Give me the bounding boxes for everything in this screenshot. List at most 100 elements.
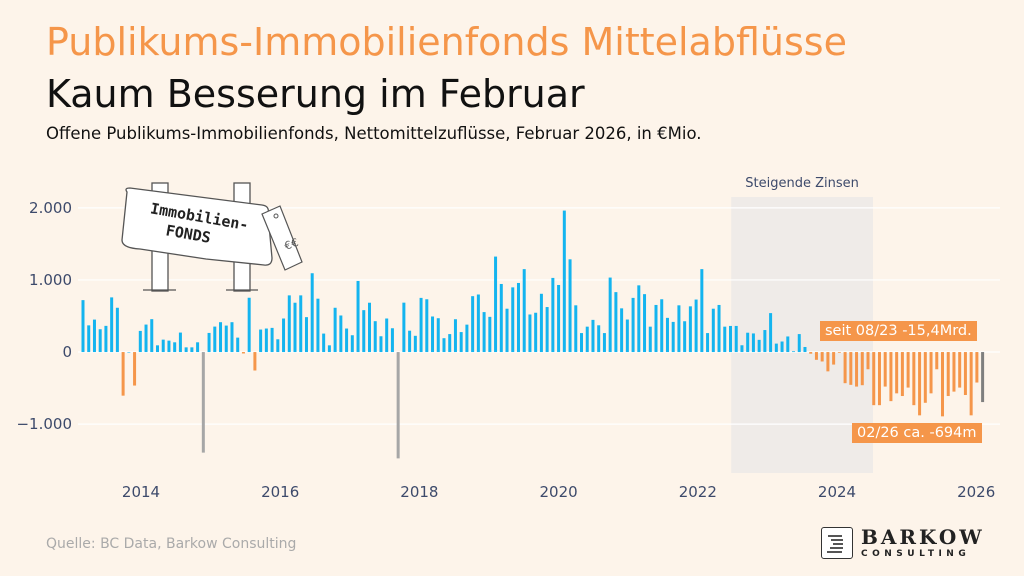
bar: [780, 341, 784, 353]
bar: [860, 352, 864, 386]
bar: [408, 330, 412, 353]
bar: [247, 297, 251, 353]
bar: [539, 293, 543, 353]
bar: [385, 318, 389, 353]
bar: [711, 308, 715, 353]
bar: [144, 324, 148, 353]
bar: [728, 325, 732, 353]
bar: [482, 312, 486, 353]
bar: [161, 339, 165, 353]
chart-subtitle: Kaum Besserung im Februar: [46, 72, 585, 116]
bar: [620, 308, 624, 353]
bar: [436, 318, 440, 353]
bar: [654, 304, 658, 353]
bar: [253, 352, 257, 371]
bar: [528, 314, 532, 353]
bar: [551, 277, 555, 353]
bar: [929, 352, 933, 394]
bar: [614, 292, 618, 353]
bar: [511, 287, 515, 353]
bar: [87, 325, 91, 353]
bar: [488, 316, 492, 353]
bar: [276, 339, 280, 353]
barkow-logo: BARKOW CONSULTING: [821, 527, 985, 559]
bar: [683, 321, 687, 353]
bar: [608, 277, 612, 353]
bar: [282, 318, 286, 353]
bar: [849, 352, 853, 385]
bar: [155, 345, 159, 353]
annotation-cumulative-outflow: seit 08/23 -15,4Mrd.: [820, 321, 977, 341]
price-tag-icon: [261, 205, 303, 271]
logo-subtitle: CONSULTING: [861, 549, 971, 559]
bar: [522, 269, 526, 353]
bar: [941, 352, 944, 417]
bar: [660, 299, 664, 353]
x-tick-label: 2024: [818, 483, 856, 501]
bar: [740, 345, 744, 353]
bar: [832, 352, 836, 365]
bar: [121, 352, 125, 396]
bar: [345, 328, 349, 353]
bar: [465, 324, 469, 353]
bar: [287, 295, 291, 353]
bar: [442, 338, 446, 353]
y-tick-label: 0: [62, 343, 72, 361]
bar: [631, 297, 635, 353]
bar: [774, 343, 778, 353]
bar: [419, 297, 423, 353]
shaded-region-label: Steigende Zinsen: [745, 176, 859, 191]
x-tick-label: 2018: [400, 483, 438, 501]
bar: [133, 352, 137, 386]
bar: [304, 317, 308, 353]
bar: [219, 322, 223, 353]
svg-text:€€: €€: [283, 236, 301, 253]
bar: [213, 326, 217, 353]
bar: [241, 352, 245, 354]
bar: [98, 329, 102, 353]
bar: [373, 321, 377, 353]
bar: [150, 319, 154, 353]
bar: [906, 352, 910, 388]
bar: [138, 330, 142, 353]
logo-name: BARKOW: [861, 525, 985, 549]
bar: [843, 352, 847, 384]
bar: [333, 307, 337, 353]
bar: [299, 295, 303, 353]
bar: [900, 352, 904, 397]
bar: [688, 306, 692, 353]
bar: [270, 327, 274, 353]
source-note: Quelle: BC Data, Barkow Consulting: [46, 536, 297, 552]
bar: [671, 321, 675, 353]
bar: [895, 352, 899, 394]
bar: [969, 352, 973, 416]
bar: [889, 352, 893, 402]
bar: [597, 325, 601, 353]
bar: [602, 333, 606, 353]
bar: [877, 352, 881, 406]
bar: [92, 319, 96, 353]
bar: [723, 326, 727, 353]
logo-mark-icon: [821, 527, 853, 559]
bar: [413, 335, 417, 353]
bar: [431, 316, 435, 353]
bar: [379, 336, 383, 353]
bar: [557, 284, 561, 353]
bar: [505, 308, 509, 353]
bar: [585, 326, 589, 353]
bar: [259, 329, 263, 353]
bar: [167, 340, 171, 353]
bar: [963, 352, 967, 396]
bar: [356, 280, 360, 353]
bar: [677, 305, 681, 353]
x-tick-label: 2022: [679, 483, 717, 501]
bar: [562, 210, 566, 353]
bar: [236, 337, 240, 353]
y-tick-label: −1.000: [16, 415, 72, 433]
bar: [946, 352, 950, 397]
x-tick-label: 2020: [540, 483, 578, 501]
bar: [453, 319, 457, 353]
bar: [855, 352, 859, 387]
bar: [568, 259, 572, 353]
